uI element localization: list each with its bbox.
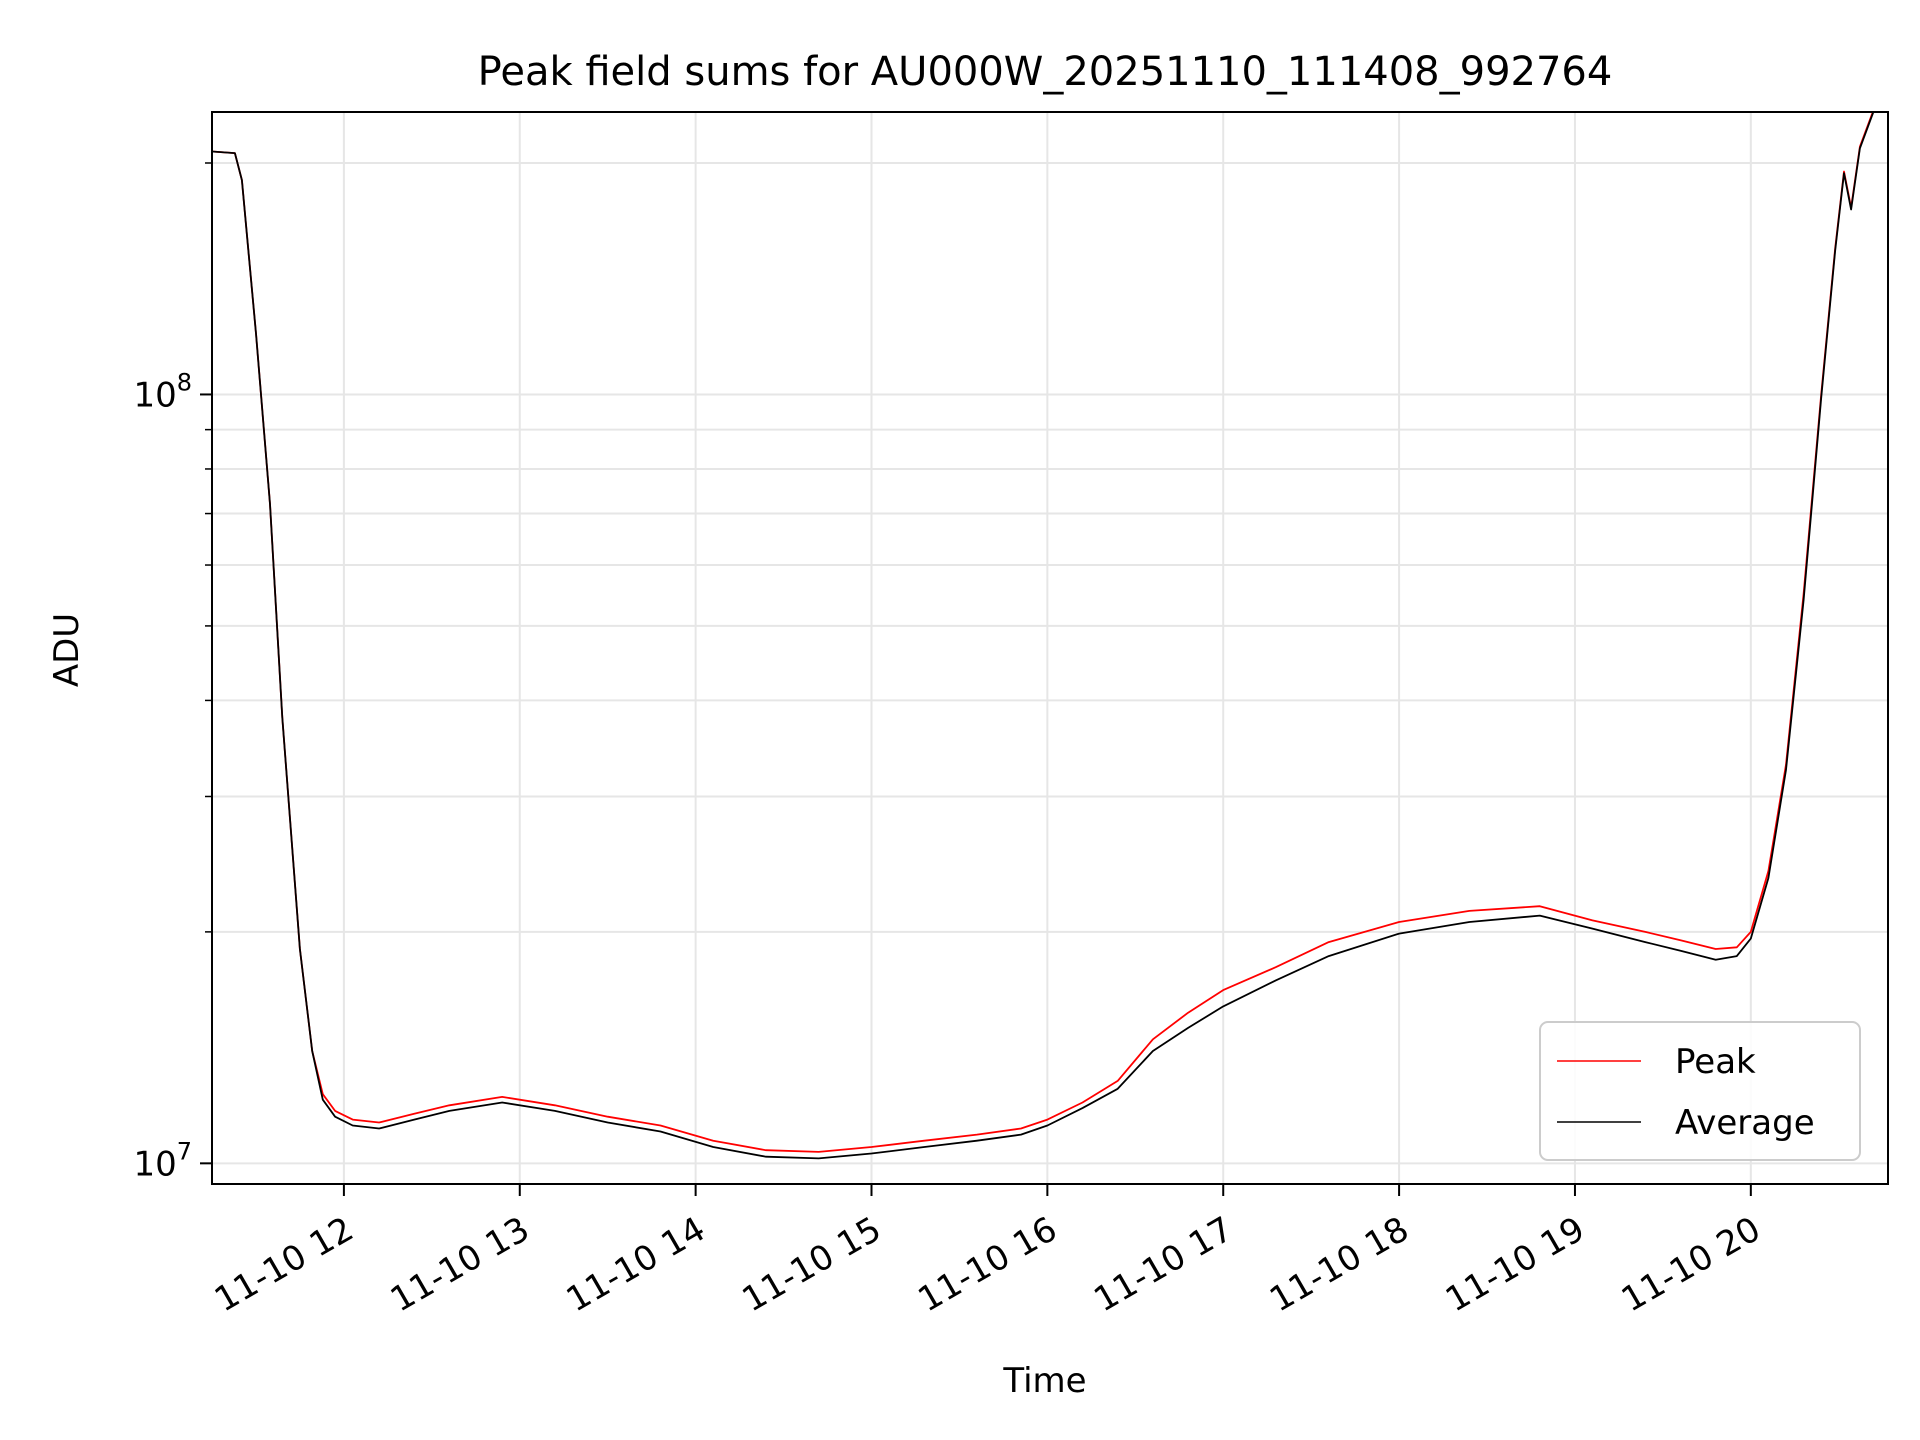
y-tick-label: 107 <box>133 1137 192 1184</box>
legend-peak-label: Peak <box>1675 1042 1756 1082</box>
legend: Peak Average <box>1539 1021 1861 1161</box>
grid <box>212 112 1888 1184</box>
chart-title: Peak field sums for AU000W_20251110_1114… <box>478 49 1613 95</box>
y-tick-label: 108 <box>133 368 192 415</box>
plot-frame <box>211 111 1889 1185</box>
legend-average-label: Average <box>1675 1103 1815 1143</box>
x-axis-label: Time <box>1002 1361 1086 1401</box>
series-line-average <box>212 112 1875 1160</box>
legend-box <box>1539 1021 1861 1161</box>
y-axis-label: ADU <box>47 613 87 687</box>
series-lines <box>212 112 1875 1160</box>
series-line-peak <box>212 112 1874 1153</box>
